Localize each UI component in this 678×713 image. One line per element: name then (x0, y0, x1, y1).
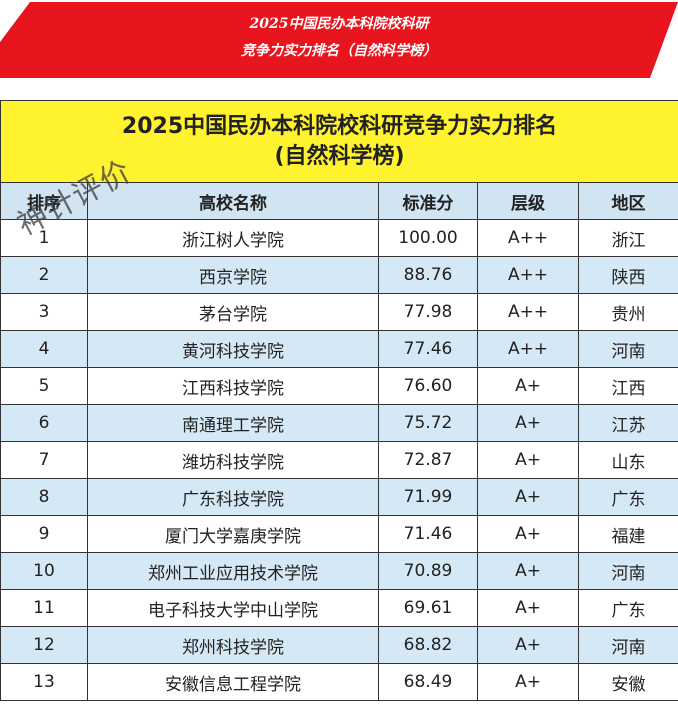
table-cell: 郑州科技学院 (87, 626, 379, 664)
table-cell: 郑州工业应用技术学院 (87, 552, 379, 590)
table-cell: A+ (477, 515, 579, 553)
table-cell: 江西 (577, 367, 678, 405)
table-cell: 潍坊科技学院 (87, 441, 379, 479)
table-cell: 12 (0, 626, 88, 664)
table-cell: 13 (0, 663, 88, 701)
table-cell: 广东 (577, 589, 678, 627)
header-cell: 层级 (477, 182, 579, 220)
table-cell: 11 (0, 589, 88, 627)
table-cell: 安徽 (577, 663, 678, 701)
title-line: 2025中国民办本科院校科研竞争力实力排名 (121, 113, 558, 139)
table-cell: 10 (0, 552, 88, 590)
table-cell: 安徽信息工程学院 (87, 663, 379, 701)
table-row: 5 江西科技学院 76.60 A+ 江西 (0, 367, 678, 405)
header-cell: 标准分 (378, 182, 478, 220)
table-cell: 68.82 (378, 626, 478, 664)
table-row: 13 安徽信息工程学院 68.49 A+ 安徽 (0, 663, 678, 701)
table-cell: 浙江树人学院 (87, 219, 379, 257)
table-cell: 河南 (577, 626, 678, 664)
table-cell: 88.76 (378, 256, 478, 294)
table-cell: 8 (0, 478, 88, 516)
table-cell: A+ (477, 589, 579, 627)
table-cell: 福建 (577, 515, 678, 553)
table-cell: A+ (477, 626, 579, 664)
header-row: 排序 高校名称 标准分 层级 地区 (0, 182, 678, 220)
table-cell: 2 (0, 256, 88, 294)
table-cell: 4 (0, 330, 88, 368)
table-row: 10 郑州工业应用技术学院 70.89 A+ 河南 (0, 552, 678, 590)
table-cell: 西京学院 (87, 256, 379, 294)
table-cell: 7 (0, 441, 88, 479)
ranking-table: 2025中国民办本科院校科研竞争力实力排名 (自然科学榜) 排序 高校名称 标准分 层级… (0, 100, 678, 713)
table-row: 12 郑州科技学院 68.82 A+ 河南 (0, 626, 678, 664)
table-cell: A+ (477, 367, 579, 405)
table-cell: 69.61 (378, 589, 478, 627)
table-cell: A++ (477, 293, 579, 331)
banner-line: 竞争力实力排名（自然科学榜） (241, 43, 437, 59)
table-row: 6 南通理工学院 75.72 A+ 江苏 (0, 404, 678, 442)
table-title: 2025中国民办本科院校科研竞争力实力排名 (自然科学榜) (0, 100, 678, 183)
table-cell: A+ (477, 663, 579, 701)
table-cell: 68.49 (378, 663, 478, 701)
table-cell: 陕西 (577, 256, 678, 294)
table-cell: 72.87 (378, 441, 478, 479)
header-cell: 高校名称 (87, 182, 379, 220)
table-cell: 71.99 (378, 478, 478, 516)
table-cell: A++ (477, 330, 579, 368)
table-cell: 电子科技大学中山学院 (87, 589, 379, 627)
table-cell: A++ (477, 256, 579, 294)
table-cell: 南通理工学院 (87, 404, 379, 442)
table-cell: 江苏 (577, 404, 678, 442)
table-cell: 6 (0, 404, 88, 442)
table-cell: 江西科技学院 (87, 367, 379, 405)
table-cell: 71.46 (378, 515, 478, 553)
table-cell: A+ (477, 404, 579, 442)
table-cell: 广东科技学院 (87, 478, 379, 516)
title-line: (自然科学榜) (274, 143, 405, 169)
table-cell: 茅台学院 (87, 293, 379, 331)
table-row: 3 茅台学院 77.98 A++ 贵州 (0, 293, 678, 331)
table-cell: A+ (477, 478, 579, 516)
table-row: 8 广东科技学院 71.99 A+ 广东 (0, 478, 678, 516)
table-cell: 3 (0, 293, 88, 331)
table-cell: 5 (0, 367, 88, 405)
header-cell: 排序 (0, 182, 88, 220)
table-cell: 1 (0, 219, 88, 257)
table-cell: 77.46 (378, 330, 478, 368)
title-row: 2025中国民办本科院校科研竞争力实力排名 (自然科学榜) (0, 100, 678, 183)
table-row: 4 黄河科技学院 77.46 A++ 河南 (0, 330, 678, 368)
table-cell: 100.00 (378, 219, 478, 257)
table-cell: 贵州 (577, 293, 678, 331)
table-row: 7 潍坊科技学院 72.87 A+ 山东 (0, 441, 678, 479)
table-row: 9 厦门大学嘉庚学院 71.46 A+ 福建 (0, 515, 678, 553)
table-row: 1 浙江树人学院 100.00 A++ 浙江 (0, 219, 678, 257)
table-cell: 黄河科技学院 (87, 330, 379, 368)
table-cell: 77.98 (378, 293, 478, 331)
table-cell: 厦门大学嘉庚学院 (87, 515, 379, 553)
table-cell: 山东 (577, 441, 678, 479)
table-cell: 75.72 (378, 404, 478, 442)
table-cell: 河南 (577, 552, 678, 590)
header-cell: 地区 (577, 182, 678, 220)
banner-line: 2025中国民办本科院校科研 (249, 16, 429, 32)
table-cell: 9 (0, 515, 88, 553)
table-row: 11 电子科技大学中山学院 69.61 A+ 广东 (0, 589, 678, 627)
table-cell: 广东 (577, 478, 678, 516)
table-cell: 70.89 (378, 552, 478, 590)
table: 2025中国民办本科院校科研竞争力实力排名 (自然科学榜) 排序 高校名称 标准分 层级… (0, 100, 678, 701)
banner: 2025中国民办本科院校科研 竞争力实力排名（自然科学榜） (0, 2, 678, 78)
table-cell: A+ (477, 441, 579, 479)
table-cell: A++ (477, 219, 579, 257)
table-row: 2 西京学院 88.76 A++ 陕西 (0, 256, 678, 294)
table-cell: 河南 (577, 330, 678, 368)
table-cell: A+ (477, 552, 579, 590)
table-cell: 76.60 (378, 367, 478, 405)
banner-shape (0, 2, 678, 78)
table-cell: 浙江 (577, 219, 678, 257)
